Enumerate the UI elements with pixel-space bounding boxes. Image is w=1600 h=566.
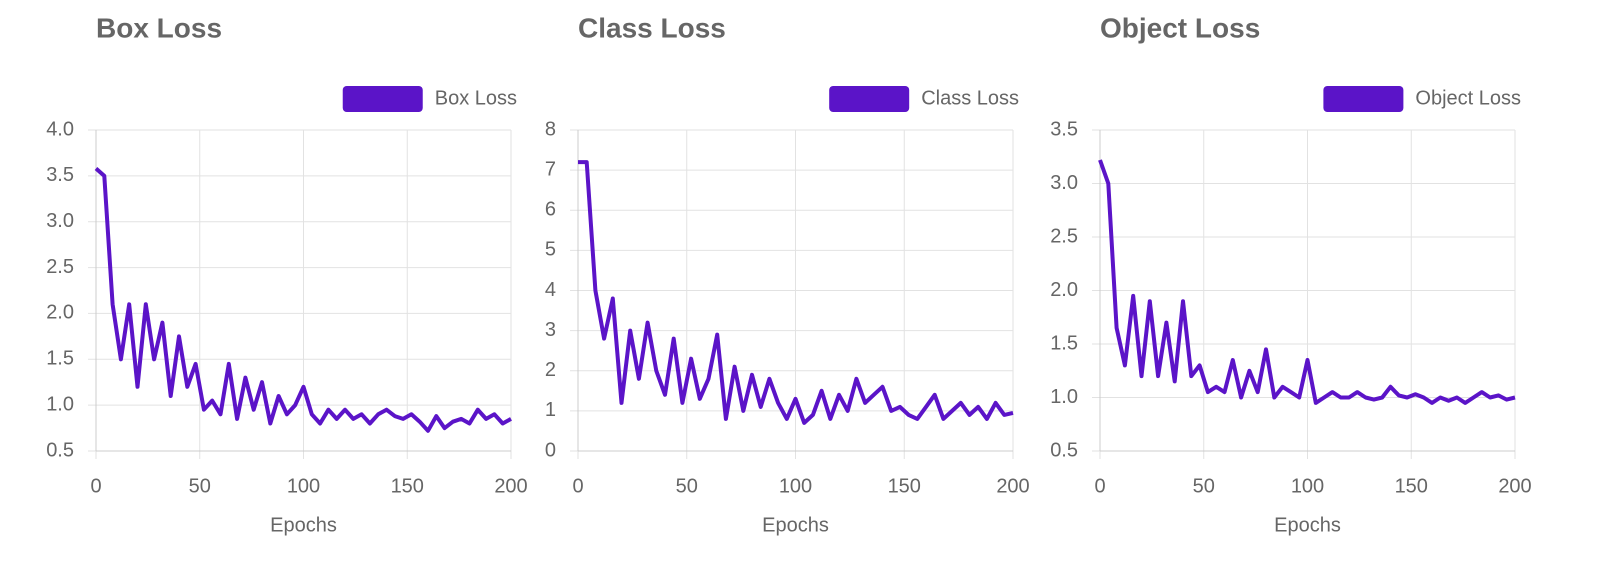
line-series xyxy=(1098,159,1516,405)
chart: Object Loss 3.5 3.0 2.5 2.0 1.5 1.0 0.5 0 50 100 15… xyxy=(1050,12,1532,536)
x-tick-label: 0 xyxy=(90,475,101,497)
x-tick-label: 50 xyxy=(189,475,211,497)
y-tick-label: 2.5 xyxy=(1050,225,1078,247)
x-tick-label: 100 xyxy=(779,475,812,497)
x-tick-label: 150 xyxy=(888,475,921,497)
y-tick-label: 3.0 xyxy=(1050,172,1078,194)
chart: Box Loss 4.0 3.5 3.0 2.5 2.0 1.5 1.0 0.5 0 50 100 15… xyxy=(46,12,528,536)
line-series xyxy=(578,160,1014,425)
y-tick-label: 1.0 xyxy=(46,393,74,415)
y-tick-label: 2.0 xyxy=(46,302,74,324)
chart-title: Class Loss xyxy=(578,12,726,43)
x-tick-label: 150 xyxy=(1395,475,1428,497)
y-tick-label: 1.5 xyxy=(46,348,74,370)
x-axis-label: Epochs xyxy=(270,514,337,536)
y-tick-label: 7 xyxy=(545,158,556,180)
legend-label: Object Loss xyxy=(1415,87,1521,109)
y-tick-label: 3.0 xyxy=(46,210,74,232)
legend-swatch xyxy=(342,86,423,112)
chart-title: Object Loss xyxy=(1100,12,1260,43)
y-tick-label: 2.0 xyxy=(1050,279,1078,301)
y-tick-label: 3.5 xyxy=(1050,118,1078,140)
line-series xyxy=(94,167,512,433)
y-tick-label: 4.0 xyxy=(46,118,74,140)
x-tick-label: 200 xyxy=(996,475,1029,497)
x-axis-label: Epochs xyxy=(1274,514,1341,536)
x-tick-label: 200 xyxy=(1498,475,1531,497)
x-tick-label: 0 xyxy=(1094,475,1105,497)
chart-title: Box Loss xyxy=(96,12,222,43)
x-tick-label: 150 xyxy=(391,475,424,497)
x-tick-label: 50 xyxy=(1193,475,1215,497)
y-tick-label: 1 xyxy=(545,399,556,421)
legend-swatch xyxy=(1323,86,1404,112)
y-tick-label: 8 xyxy=(545,118,556,140)
y-tick-label: 2.5 xyxy=(46,256,74,278)
y-tick-label: 3.5 xyxy=(46,164,74,186)
y-tick-label: 0 xyxy=(545,439,556,461)
legend-swatch xyxy=(829,86,910,112)
legend-label: Class Loss xyxy=(921,87,1019,109)
y-tick-label: 3 xyxy=(545,319,556,341)
x-tick-label: 200 xyxy=(494,475,527,497)
y-tick-label: 0.5 xyxy=(46,439,74,461)
x-axis-label: Epochs xyxy=(762,514,829,536)
y-tick-label: 6 xyxy=(545,199,556,221)
y-tick-label: 2 xyxy=(545,359,556,381)
y-tick-label: 4 xyxy=(545,279,556,301)
x-tick-label: 0 xyxy=(572,475,583,497)
x-tick-label: 100 xyxy=(287,475,320,497)
x-tick-label: 100 xyxy=(1291,475,1324,497)
y-tick-label: 0.5 xyxy=(1050,439,1078,461)
y-tick-label: 1.5 xyxy=(1050,332,1078,354)
legend-label: Box Loss xyxy=(435,87,517,109)
y-tick-label: 1.0 xyxy=(1050,386,1078,408)
x-tick-label: 50 xyxy=(676,475,698,497)
y-tick-label: 5 xyxy=(545,239,556,261)
